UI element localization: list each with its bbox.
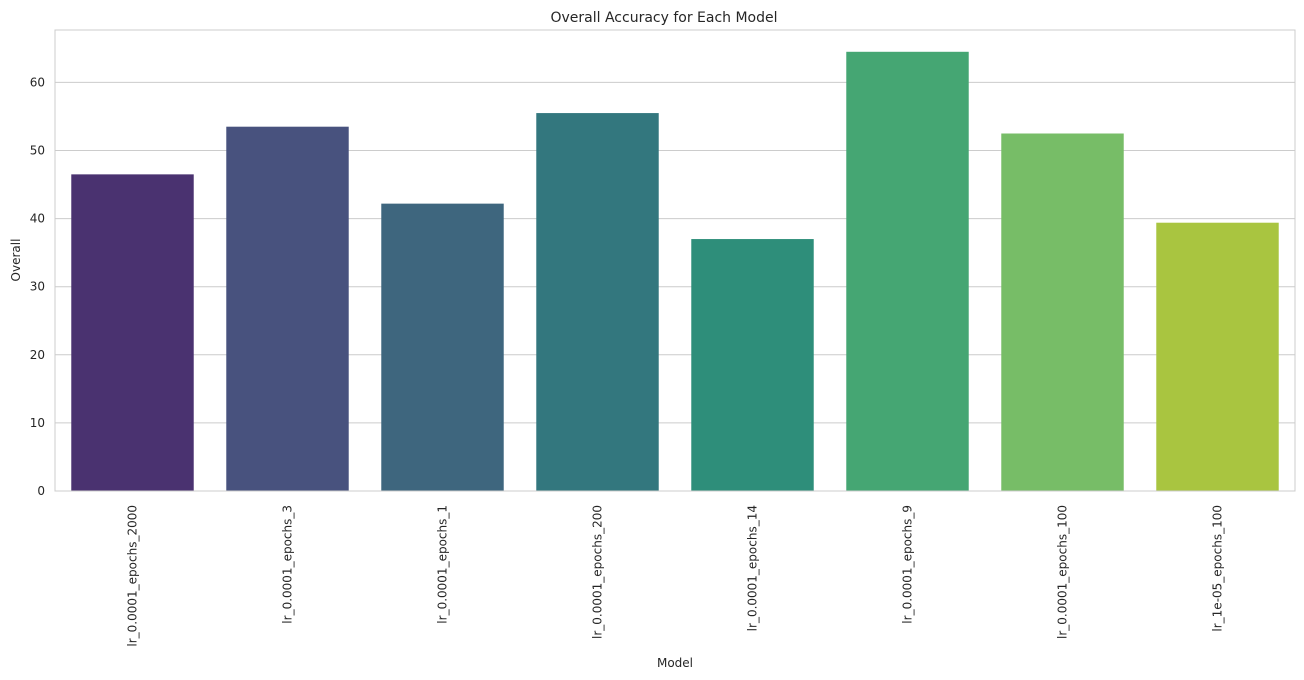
- bar: [226, 126, 349, 491]
- y-tick-label: 10: [30, 416, 45, 430]
- bars: [71, 51, 1279, 492]
- y-tick-label: 60: [30, 75, 45, 89]
- y-tick-label: 50: [30, 144, 45, 158]
- y-axis-ticks: 0 10 20 30 40 50 60: [30, 75, 45, 498]
- y-tick-label: 30: [30, 280, 45, 294]
- x-tick-label: lr_0.0001_epochs_2000: [126, 505, 140, 647]
- bar: [71, 174, 194, 491]
- x-tick-label: lr_0.0001_epochs_14: [746, 505, 760, 631]
- y-axis-label: Overall: [9, 239, 23, 282]
- x-tick-label: lr_0.0001_epochs_9: [901, 505, 915, 624]
- x-axis-label: Model: [657, 656, 693, 670]
- y-tick-label: 20: [30, 348, 45, 362]
- x-tick-label: lr_1e-05_epochs_100: [1211, 505, 1225, 632]
- x-tick-label: lr_0.0001_epochs_100: [1056, 505, 1070, 639]
- x-axis-ticks: lr_0.0001_epochs_2000 lr_0.0001_epochs_3 l…: [126, 505, 1225, 647]
- y-tick-label: 40: [30, 212, 45, 226]
- x-tick-label: lr_0.0001_epochs_3: [281, 505, 295, 624]
- bar: [846, 51, 969, 491]
- x-tick-label: lr_0.0001_epochs_200: [591, 505, 605, 639]
- x-tick-label: lr_0.0001_epochs_1: [436, 505, 450, 624]
- plot-frame: [54, 29, 1296, 492]
- bar: [536, 113, 659, 492]
- chart-title: Overall Accuracy for Each Model: [550, 10, 777, 26]
- y-tick-label: 0: [37, 484, 45, 498]
- bar: [1156, 222, 1279, 492]
- bar: [381, 203, 504, 492]
- bar: [1001, 133, 1124, 491]
- bar: [691, 239, 814, 491]
